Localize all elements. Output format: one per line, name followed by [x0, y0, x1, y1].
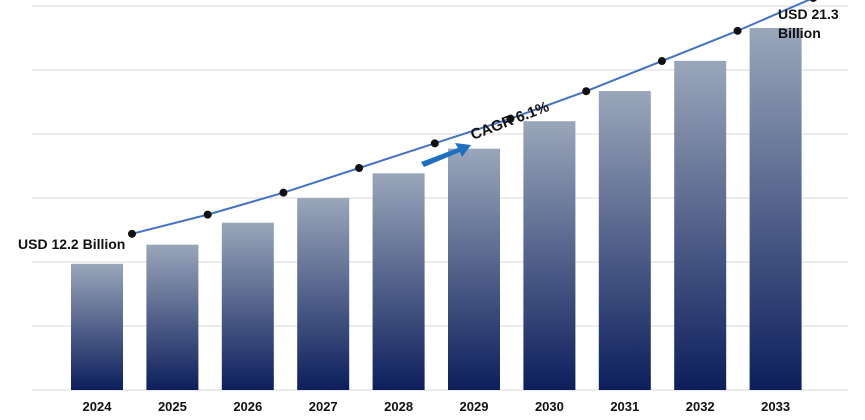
trend-point-2024 — [128, 229, 136, 238]
bar-series — [71, 27, 802, 391]
bar-2025 — [146, 244, 199, 390]
trend-point-2033 — [809, 0, 817, 2]
start-value-label: USD 12.2 Billion — [18, 236, 125, 252]
trend-point-2029 — [506, 114, 515, 123]
trend-point-2030 — [582, 87, 591, 96]
x-tick-label-2032: 2032 — [686, 399, 715, 414]
trend-point-2032 — [733, 26, 742, 35]
bar-2031 — [598, 91, 651, 391]
x-tick-label-2033: 2033 — [761, 399, 790, 414]
trend-point-2027 — [355, 164, 364, 172]
x-tick-label-2031: 2031 — [610, 399, 639, 414]
trend-point-2026 — [279, 188, 288, 197]
bar-2032 — [674, 60, 727, 390]
bar-2028 — [372, 173, 425, 390]
bar-2029 — [448, 148, 500, 390]
trend-point-2028 — [430, 139, 439, 148]
x-tick-label-2030: 2030 — [535, 399, 564, 414]
end-value-label-line2: Billion — [778, 25, 821, 41]
x-tick-label-2028: 2028 — [384, 399, 413, 414]
bar-2030 — [523, 121, 576, 390]
x-tick-label-2025: 2025 — [158, 399, 187, 414]
trend-line — [131, 0, 812, 235]
x-tick-label-2026: 2026 — [233, 399, 262, 414]
bar-2033 — [749, 27, 802, 390]
x-tick-label-2024: 2024 — [83, 399, 113, 414]
x-tick-label-2027: 2027 — [309, 399, 338, 414]
bar-2026 — [221, 222, 274, 390]
x-axis-tick-labels: 2024 2025 2026 2027 2028 2029 2030 2031 2032 2033 — [83, 399, 791, 414]
trend-point-2031 — [657, 57, 666, 66]
bar-2024 — [71, 263, 123, 390]
end-value-label-line1: USD 21.3 — [778, 6, 839, 22]
bar-2027 — [297, 198, 350, 390]
trend-point-2025 — [203, 210, 212, 219]
trend-line-series — [128, 0, 817, 238]
x-tick-label-2029: 2029 — [460, 399, 489, 414]
cagr-arrow-icon — [421, 143, 471, 167]
